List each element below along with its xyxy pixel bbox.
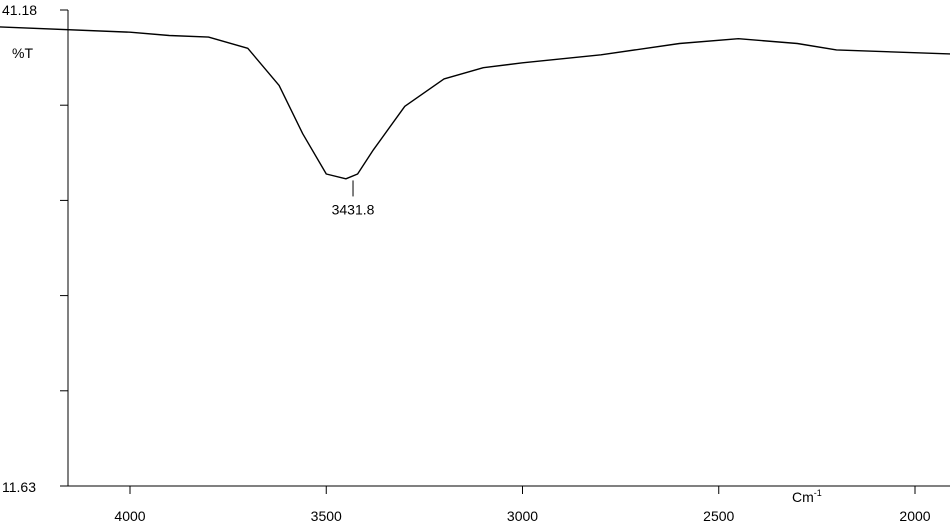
spectrum-line [0, 26, 950, 180]
x-tick-label-2000: 2000 [899, 508, 930, 524]
x-tick-label-3000: 3000 [507, 508, 538, 524]
x-tick-label-3500: 3500 [311, 508, 342, 524]
x-tick-label-2500: 2500 [703, 508, 734, 524]
x-axis-title-text: Cm [792, 489, 814, 505]
y-axis-bottom-label: 11.63 [2, 479, 36, 495]
x-axis-title: Cm-1 [792, 488, 822, 505]
peak-annotations: 3431.81422.61036.2 -603.1567.4 [332, 180, 375, 217]
x-axis-title-superscript: -1 [814, 488, 822, 498]
y-axis-title: %T [12, 45, 33, 61]
y-axis-top-label: 41.18 [2, 2, 37, 18]
y-ticks [60, 9, 68, 487]
x-tick-label-4000: 4000 [114, 508, 145, 524]
peak-label-0: 3431.8 [332, 201, 375, 217]
x-ticks: 4000350030002500200015001000500 [114, 486, 931, 524]
